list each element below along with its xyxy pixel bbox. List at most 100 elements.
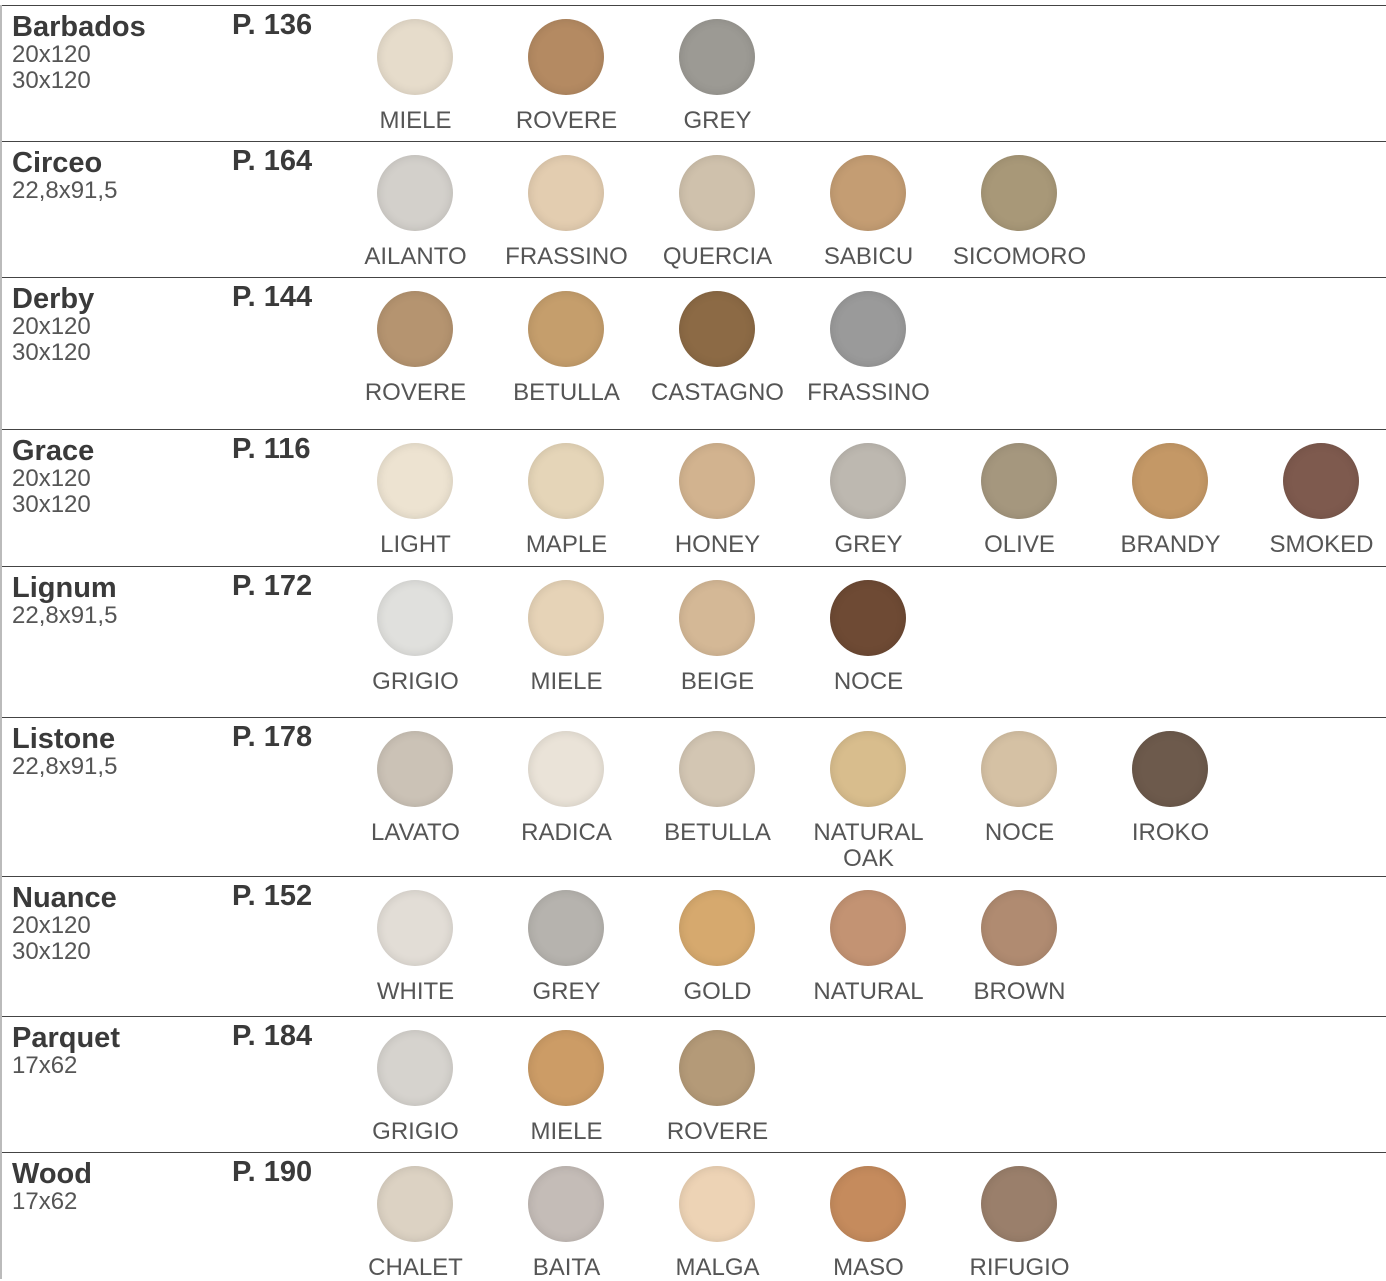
series-row: Nuance 20x120 30x120 P. 152 WHITE GREY GOLD NAT… — [2, 876, 1386, 1016]
finish-label: SICOMORO — [952, 243, 1087, 270]
page-ref: P. 184 — [232, 1020, 313, 1052]
finish-label: CHALET — [368, 1254, 463, 1281]
finish-label: NATURAL — [813, 978, 924, 1005]
swatch — [528, 580, 604, 656]
finish: HONEY — [642, 430, 793, 566]
sizes: 22,8x91,5 — [12, 178, 117, 204]
swatch — [377, 19, 453, 95]
swatch — [377, 443, 453, 519]
swatch — [528, 155, 604, 231]
finish: AILANTO — [340, 142, 491, 277]
sizes: 20x120 30x120 — [12, 913, 91, 965]
series-row: Barbados 20x120 30x120 P. 136 MIELE ROVERE GRE… — [2, 5, 1386, 141]
finish-label: OLIVE — [984, 531, 1055, 558]
swatch — [679, 1030, 755, 1106]
page-ref: P. 190 — [232, 1156, 313, 1188]
finish: MIELE — [491, 1017, 642, 1152]
finish: MASO — [793, 1153, 944, 1281]
finish: ROVERE — [340, 278, 491, 429]
swatch — [679, 731, 755, 807]
size: 30x120 — [12, 339, 91, 366]
finish: MAPLE — [491, 430, 642, 566]
series-name: Lignum — [12, 572, 117, 604]
swatch — [528, 443, 604, 519]
swatch — [981, 1166, 1057, 1242]
finish: GRIGIO — [340, 567, 491, 717]
swatch — [377, 1030, 453, 1106]
page-ref: P. 152 — [232, 880, 313, 912]
finish: QUERCIA — [642, 142, 793, 277]
finish-label: BRANDY — [1120, 531, 1221, 558]
finish: MIELE — [491, 567, 642, 717]
finish-label: GRIGIO — [372, 668, 459, 695]
finish-label: NOCE — [984, 819, 1055, 846]
finish-label: AILANTO — [364, 243, 467, 270]
finish-label: ROVERE — [515, 107, 618, 134]
swatch — [528, 731, 604, 807]
finish: ROVERE — [642, 1017, 793, 1152]
series-row: Listone 22,8x91,5 P. 178 LAVATO RADICA BETULL… — [2, 717, 1386, 876]
size: 20x120 — [12, 313, 91, 340]
swatch — [377, 291, 453, 367]
sizes: 17x62 — [12, 1053, 77, 1079]
sizes: 20x120 30x120 — [12, 314, 91, 366]
swatch — [981, 731, 1057, 807]
swatch — [830, 580, 906, 656]
swatch — [830, 731, 906, 807]
swatch — [1132, 443, 1208, 519]
size: 22,8x91,5 — [12, 753, 118, 780]
finish: LIGHT — [340, 430, 491, 566]
swatch — [528, 890, 604, 966]
catalog: Barbados 20x120 30x120 P. 136 MIELE ROVERE GRE… — [0, 5, 1386, 1281]
swatch — [528, 1030, 604, 1106]
finish: ROVERE — [491, 6, 642, 141]
size: 20x120 — [12, 912, 91, 939]
finish-label: BETULLA — [664, 819, 771, 846]
series-name: Wood — [12, 1158, 92, 1190]
finish-label: GRIGIO — [372, 1118, 459, 1145]
swatch — [830, 443, 906, 519]
page-ref: P. 172 — [232, 570, 313, 602]
finish: BETULLA — [491, 278, 642, 429]
swatch — [528, 1166, 604, 1242]
finish: GREY — [642, 6, 793, 141]
finish: RIFUGIO — [944, 1153, 1095, 1281]
swatch — [679, 1166, 755, 1242]
finish-label: MAPLE — [525, 531, 608, 558]
finish-label: SABICU — [823, 243, 914, 270]
finish: FRASSINO — [491, 142, 642, 277]
finish-label: GREY — [834, 531, 903, 558]
finish-label: ROVERE — [666, 1118, 769, 1145]
finish-label: GREY — [532, 978, 601, 1005]
size: 30x120 — [12, 938, 91, 965]
finish-label: SMOKED — [1269, 531, 1374, 558]
swatch — [377, 890, 453, 966]
finish: NATURAL — [793, 877, 944, 1016]
swatch — [679, 580, 755, 656]
finish-label: LIGHT — [380, 531, 451, 558]
finish-label: MIELE — [530, 1118, 603, 1145]
finish: LAVATO — [340, 718, 491, 876]
finish-label: GREY — [683, 107, 752, 134]
finish: GREY — [491, 877, 642, 1016]
page-ref: P. 178 — [232, 721, 313, 753]
finish: BRANDY — [1095, 430, 1246, 566]
finish: GRIGIO — [340, 1017, 491, 1152]
swatch — [981, 155, 1057, 231]
swatch — [528, 19, 604, 95]
series-row: Grace 20x120 30x120 P. 116 LIGHT MAPLE HONEY GR… — [2, 429, 1386, 566]
series-name: Nuance — [12, 882, 117, 914]
series-row: Circeo 22,8x91,5 P. 164 AILANTO FRASSINO QUER… — [2, 141, 1386, 277]
finish: BAITA — [491, 1153, 642, 1281]
series-name: Circeo — [12, 147, 103, 179]
finish: MIELE — [340, 6, 491, 141]
finish-label: NOCE — [833, 668, 904, 695]
finish: NOCE — [944, 718, 1095, 876]
series-row: Parquet 17x62 P. 184 GRIGIO MIELE ROVERE — [2, 1016, 1386, 1152]
page-ref: P. 144 — [232, 281, 313, 313]
swatch — [1132, 731, 1208, 807]
swatch — [528, 291, 604, 367]
size: 30x120 — [12, 491, 91, 518]
sizes: 20x120 30x120 — [12, 466, 91, 518]
